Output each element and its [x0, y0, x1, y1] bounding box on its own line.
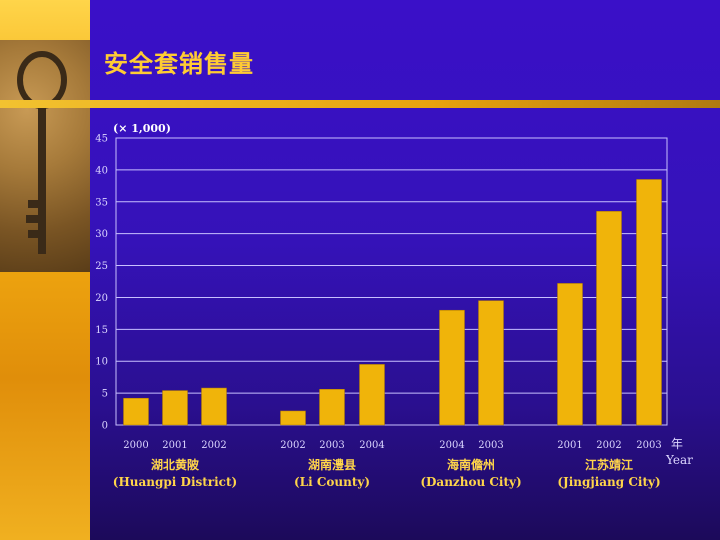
x-tick-labels: 2000 2001 2002 2002 2003 2004 2004 2003 2001 2002… — [123, 440, 661, 451]
bar — [596, 211, 622, 426]
bar — [280, 410, 306, 426]
group-label-zh: 湖北黄陂 — [150, 458, 199, 472]
y-tick-label: 0 — [102, 421, 108, 432]
x-tick-label: 2001 — [557, 440, 582, 451]
bar — [439, 309, 465, 426]
plot-area — [115, 137, 668, 426]
x-tick-label: 2004 — [439, 440, 464, 451]
x-tick-label: 2002 — [280, 440, 305, 451]
x-tick-label: 2004 — [359, 440, 384, 451]
bar — [636, 179, 662, 426]
group-label-en: (Danzhou City) — [420, 475, 522, 489]
y-tick-label: 45 — [95, 134, 108, 145]
y-tick-label: 30 — [95, 229, 108, 240]
x-unit-label-en: Year — [666, 453, 693, 467]
x-tick-label: 2000 — [123, 440, 148, 451]
bars — [123, 179, 662, 426]
x-tick-label: 2003 — [319, 440, 344, 451]
bar — [478, 300, 504, 426]
group-label-en: (Huangpi District) — [112, 475, 238, 489]
x-tick-label: 2002 — [596, 440, 621, 451]
bar — [319, 389, 345, 426]
y-axis-unit-label: (× 1,000) — [113, 122, 171, 135]
group-label: 江苏靖江 (Jingjiang City) — [534, 457, 684, 491]
group-label: 海南儋州 (Danzhou City) — [396, 457, 546, 491]
bar — [123, 397, 149, 426]
y-tick-labels: 0 5 10 15 20 25 30 35 40 45 — [95, 134, 108, 432]
group-label-en: (Li County) — [293, 475, 371, 489]
y-tick-label: 20 — [95, 293, 108, 304]
slide-title: 安全套销售量 — [104, 49, 254, 78]
group-label: 湖北黄陂 (Huangpi District) — [100, 457, 250, 491]
bar — [557, 283, 583, 426]
bar — [359, 364, 385, 426]
x-unit-label-zh: 年 — [671, 437, 684, 451]
x-tick-label: 2003 — [636, 440, 661, 451]
group-label-zh: 江苏靖江 — [584, 458, 633, 472]
x-tick-label: 2002 — [201, 440, 226, 451]
y-tick-label: 40 — [95, 165, 108, 176]
group-label-zh: 湖南澧县 — [307, 458, 356, 472]
y-tick-label: 10 — [95, 357, 108, 368]
grid-lines — [116, 169, 667, 394]
group-label-zh: 海南儋州 — [446, 458, 495, 472]
y-tick-label: 5 — [102, 389, 108, 400]
group-label: 湖南澧县 (Li County) — [257, 457, 407, 491]
x-tick-label: 2003 — [478, 440, 503, 451]
x-tick-label: 2001 — [162, 440, 187, 451]
bar — [201, 387, 227, 426]
title-divider — [0, 100, 720, 108]
y-tick-label: 15 — [95, 325, 108, 336]
y-tick-label: 35 — [95, 197, 108, 208]
group-label-en: (Jingjiang City) — [557, 475, 661, 489]
y-tick-label: 25 — [95, 261, 108, 272]
bar — [162, 390, 188, 426]
